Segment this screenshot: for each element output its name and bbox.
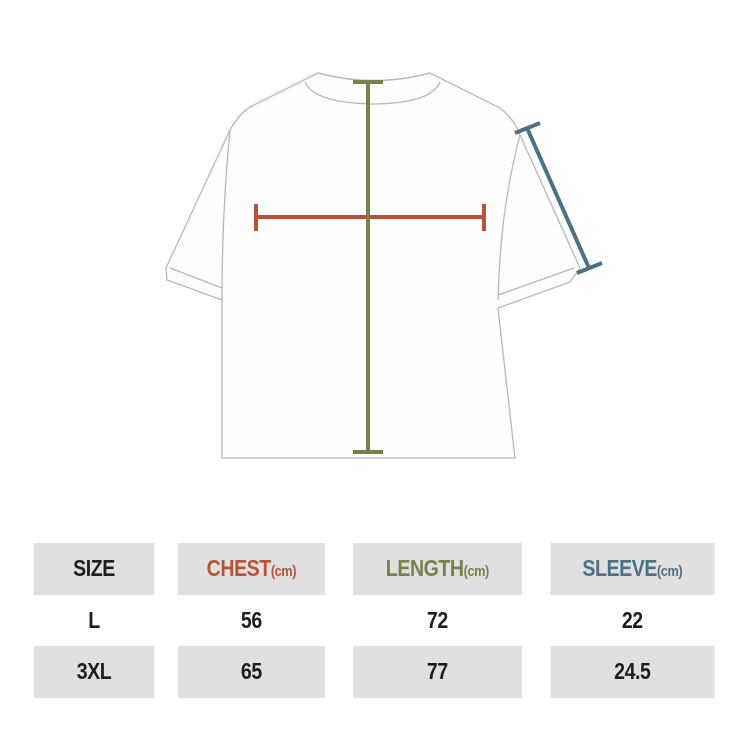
cell-size: L xyxy=(88,606,100,633)
size-table: SIZE CHEST(cm) LENGTH(cm) SLEEVE(cm) L 5… xyxy=(23,543,729,698)
header-size: SIZE xyxy=(33,543,155,595)
table-row: L 56 72 22 xyxy=(23,595,729,647)
cell-sleeve: 22 xyxy=(622,606,644,633)
tshirt-diagram xyxy=(165,72,603,459)
table-row: 3XL 65 77 24.5 xyxy=(23,646,729,698)
length-measure-line xyxy=(353,80,383,454)
cell-length: 77 xyxy=(352,646,522,698)
cell-chest: 65 xyxy=(177,646,325,698)
cell-size: 3XL xyxy=(33,646,155,698)
cell-length: 72 xyxy=(426,606,448,633)
header-sleeve: SLEEVE(cm) xyxy=(550,543,715,595)
cell-chest: 56 xyxy=(240,606,262,633)
header-length: LENGTH(cm) xyxy=(352,543,522,595)
right-sleeve-seam xyxy=(497,134,575,301)
header-chest: CHEST(cm) xyxy=(177,543,325,595)
sleeve-measure-line xyxy=(514,121,603,275)
table-header-row: SIZE CHEST(cm) LENGTH(cm) SLEEVE(cm) xyxy=(23,543,729,595)
cell-sleeve: 24.5 xyxy=(550,646,715,698)
left-sleeve-seam xyxy=(169,129,231,301)
